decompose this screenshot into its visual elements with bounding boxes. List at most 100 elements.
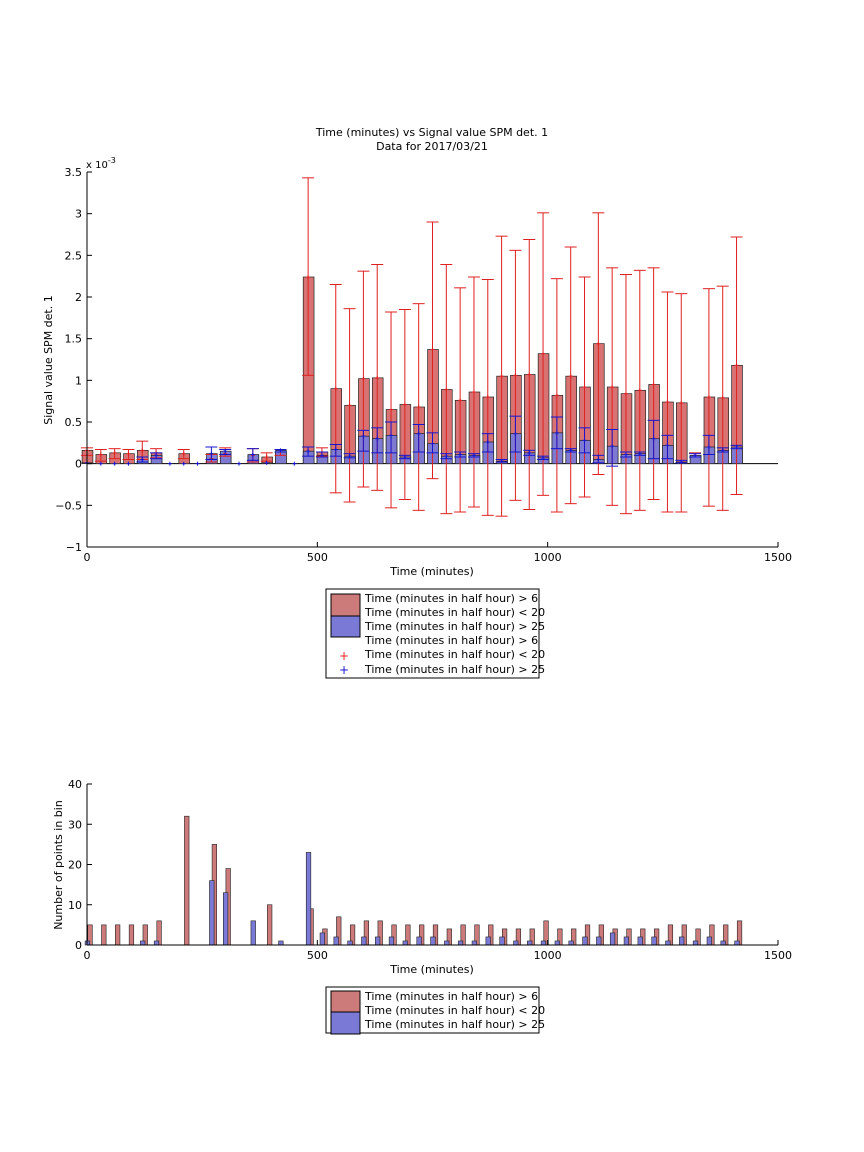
y-axis-label: Number of points in bin: [52, 800, 65, 930]
legend-entry: Time (minutes in half hour) > 6: [364, 990, 538, 1003]
legend-entry: Time (minutes in half hour) > 6: [364, 592, 538, 605]
legend-entry: Time (minutes in half hour) > 6: [364, 634, 538, 647]
x-axis-label: Time (minutes): [389, 963, 474, 976]
y-axis-label: Signal value SPM det. 1: [42, 295, 55, 425]
count-bar-red: [128, 924, 135, 946]
legend-swatch-blue: [330, 1011, 361, 1035]
exponent-label: x 10-3: [86, 156, 116, 171]
count-bar-blue: [609, 932, 616, 946]
count-bar-blue: [375, 936, 381, 946]
count-bar-blue: [692, 940, 699, 946]
bottom-axes: 0 500 1000 1500 0 10 20 30 40: [68, 778, 792, 962]
legend-swatch-red: [330, 990, 361, 1013]
exponent-base: x 10: [86, 160, 108, 171]
count-bar-red: [184, 815, 190, 946]
count-bar-blue: [568, 940, 574, 946]
x-tick-label: 0: [84, 551, 91, 564]
y-tick-label: 30: [68, 818, 82, 831]
legend-box: [325, 986, 540, 1034]
bar-blue: [606, 445, 619, 465]
count-bar-blue: [361, 936, 367, 946]
count-bar-blue: [223, 892, 229, 946]
count-bar-blue: [513, 940, 519, 946]
y-tick-label: −0.5: [55, 499, 82, 512]
top-chart: Time (minutes) vs Signal value SPM det. …: [42, 126, 792, 578]
x-tick-label: 500: [307, 551, 328, 564]
count-bar-blue: [720, 940, 726, 946]
count-bar-blue: [140, 940, 146, 946]
bottom-legend: Time (minutes in half hour) > 6 Time (mi…: [325, 986, 545, 1035]
y-tick-label: 10: [68, 899, 82, 912]
exponent-power: -3: [108, 156, 116, 165]
count-bar-blue: [250, 920, 256, 946]
y-tick-label: 0: [75, 939, 82, 952]
x-tick-label: 1000: [534, 949, 562, 962]
y-tick-label: 3.5: [65, 166, 83, 179]
x-tick-label: 1000: [534, 551, 562, 564]
y-tick-label: −1: [66, 541, 82, 554]
y-tick-label: 20: [68, 859, 82, 872]
legend-entry: Time (minutes in half hour) > 25: [364, 663, 545, 676]
y-tick-label: 2: [75, 291, 82, 304]
count-bar-blue: [347, 940, 353, 946]
count-bar-blue: [444, 940, 450, 946]
count-bar-blue: [430, 936, 436, 946]
count-bar-blue: [734, 940, 740, 946]
count-bar-blue: [665, 940, 671, 946]
y-tick-label: 2.5: [65, 249, 83, 262]
count-bar-blue: [402, 940, 408, 946]
legend-marker-red: +: [339, 649, 349, 663]
count-bar-blue: [582, 936, 588, 946]
y-tick-label: 3: [75, 208, 82, 221]
count-bar-red: [115, 924, 121, 946]
count-bar-blue: [679, 936, 685, 946]
count-bar-blue: [153, 940, 160, 946]
y-tick-label: 0.5: [65, 416, 83, 429]
count-bar-blue: [209, 880, 215, 946]
top-plot-area: [81, 177, 778, 517]
bottom-plot-area: [84, 815, 743, 946]
count-bar-blue: [596, 936, 602, 946]
legend-swatch-blue: [330, 615, 361, 638]
legend-entry: Time (minutes in half hour) > 25: [364, 1018, 545, 1031]
count-bar-blue: [388, 936, 395, 946]
count-bar-red: [101, 924, 107, 946]
count-bar-blue: [416, 936, 422, 946]
x-tick-label: 1500: [764, 551, 792, 564]
count-bar-blue: [706, 936, 712, 946]
legend-swatch-red: [330, 593, 361, 617]
legend-box: [325, 588, 540, 679]
y-tick-label: 1.5: [65, 333, 83, 346]
legend-entry: Time (minutes in half hour) < 20: [364, 606, 545, 619]
count-bar-blue: [333, 936, 339, 946]
top-axes: 0 500 1000 1500 −1 −0.5 0 0.5 1 1.5 2 2.5 3 3.5: [55, 166, 792, 564]
count-bar-blue: [471, 940, 477, 946]
y-tick-label: 40: [68, 778, 82, 791]
count-bar-blue: [305, 852, 312, 946]
legend-entry: Time (minutes in half hour) < 20: [364, 1004, 545, 1017]
count-bar-blue: [499, 936, 505, 946]
count-bar-blue: [485, 936, 491, 946]
count-bar-blue: [637, 936, 643, 946]
count-bar-blue: [554, 940, 560, 946]
legend-entry: Time (minutes in half hour) > 25: [364, 620, 545, 633]
count-bar-red: [267, 904, 273, 946]
count-bar-blue: [540, 940, 547, 946]
bar-blue: [731, 446, 743, 465]
y-tick-label: 1: [75, 374, 82, 387]
chart-subtitle: Data for 2017/03/21: [376, 140, 488, 153]
x-tick-label: 0: [84, 949, 91, 962]
count-bar-blue: [278, 940, 284, 946]
x-axis-label: Time (minutes): [389, 565, 474, 578]
bar-red: [634, 389, 647, 465]
count-bar-blue: [457, 940, 464, 946]
count-bar-blue: [319, 932, 325, 946]
bottom-chart: Number of points in bin Time (minutes) 0…: [52, 778, 792, 976]
y-tick-label: 0: [75, 458, 82, 471]
legend-marker-blue: +: [339, 663, 349, 677]
x-tick-label: 1500: [764, 949, 792, 962]
bar-blue: [219, 450, 232, 465]
chart-title: Time (minutes) vs Signal value SPM det. …: [315, 126, 548, 139]
legend-entry: Time (minutes in half hour) < 20: [364, 648, 545, 661]
